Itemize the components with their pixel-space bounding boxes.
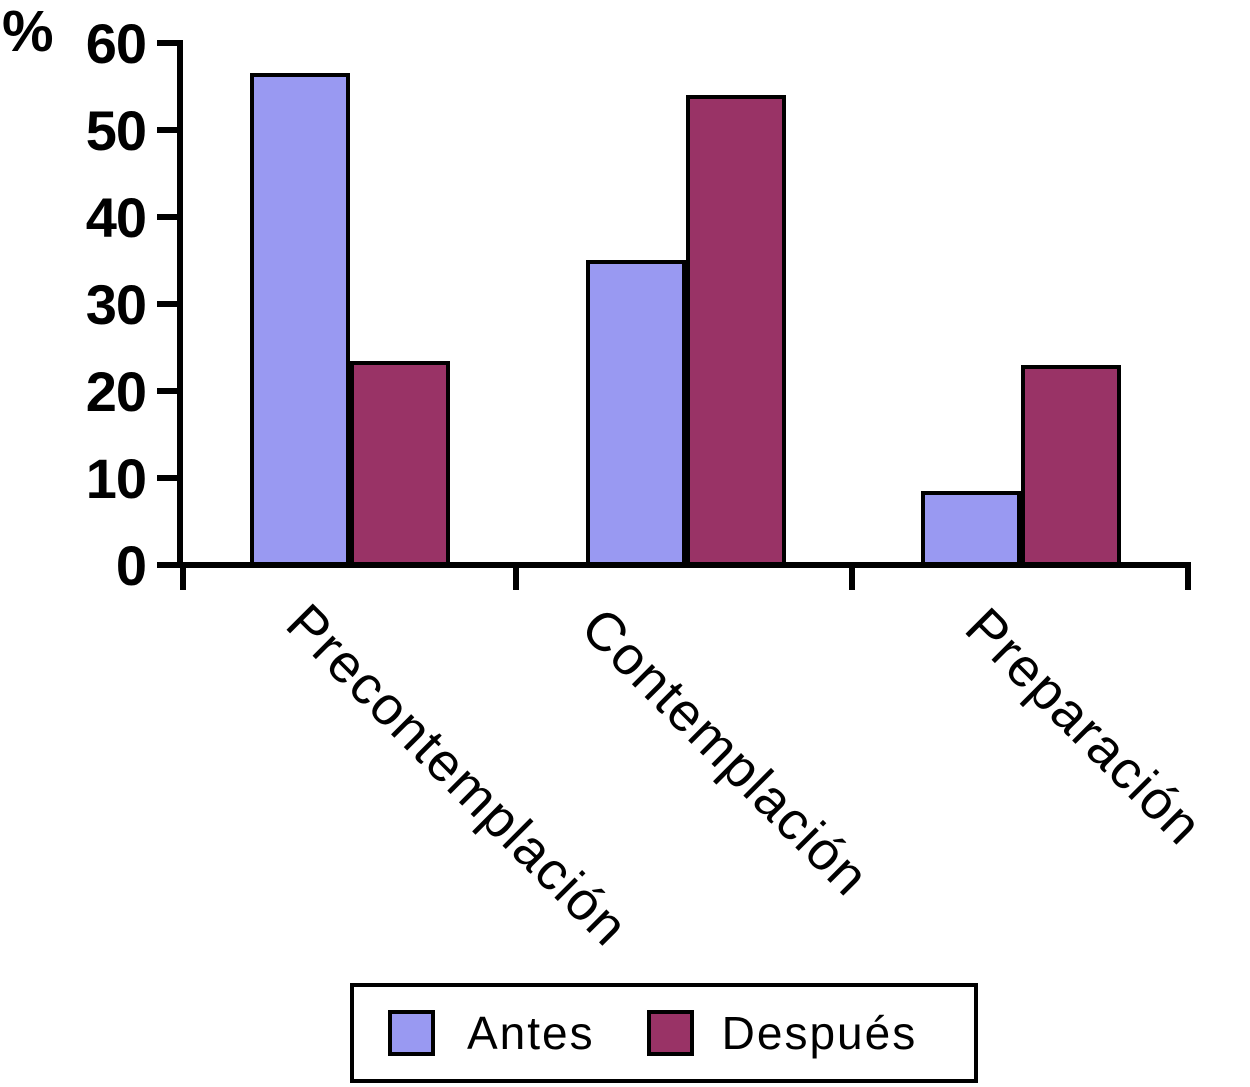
y-tick-mark <box>157 475 183 481</box>
y-tick-label: 60 <box>85 11 147 75</box>
legend-label-despues: Después <box>721 1007 918 1059</box>
legend-label-antes: Antes <box>467 1007 595 1059</box>
x-tick-mark <box>180 562 186 590</box>
bar-antes-preparacion <box>921 491 1021 568</box>
x-category-label-preparacion: Preparación <box>953 596 1214 857</box>
y-tick-mark <box>157 214 183 220</box>
y-tick-label: 20 <box>85 359 147 423</box>
bar-antes-contemplacion <box>586 260 686 568</box>
y-tick-mark <box>157 40 183 46</box>
x-category-label-contemplacion: Contemplación <box>569 596 881 908</box>
y-tick-label: 50 <box>85 98 147 162</box>
y-tick-mark <box>157 127 183 133</box>
x-axis-line <box>177 562 1190 568</box>
x-tick-mark <box>849 562 855 590</box>
y-tick-mark <box>157 388 183 394</box>
y-tick-mark <box>157 301 183 307</box>
y-tick-label: 0 <box>115 533 147 597</box>
x-tick-mark <box>513 562 519 590</box>
y-tick-mark <box>157 562 183 568</box>
bar-antes-precontemplacion <box>250 73 350 568</box>
bar-despues-precontemplacion <box>350 361 450 568</box>
y-tick-label: 30 <box>85 272 147 336</box>
bar-despues-preparacion <box>1021 365 1121 568</box>
legend: Antes Después <box>350 983 978 1083</box>
legend-swatch-antes <box>388 1010 435 1056</box>
bar-despues-contemplacion <box>686 95 786 568</box>
y-axis-unit-label: % <box>2 0 54 64</box>
legend-swatch-despues <box>646 1010 694 1056</box>
x-tick-mark <box>1185 562 1191 590</box>
y-tick-label: 40 <box>85 185 147 249</box>
y-tick-label: 10 <box>85 446 147 510</box>
